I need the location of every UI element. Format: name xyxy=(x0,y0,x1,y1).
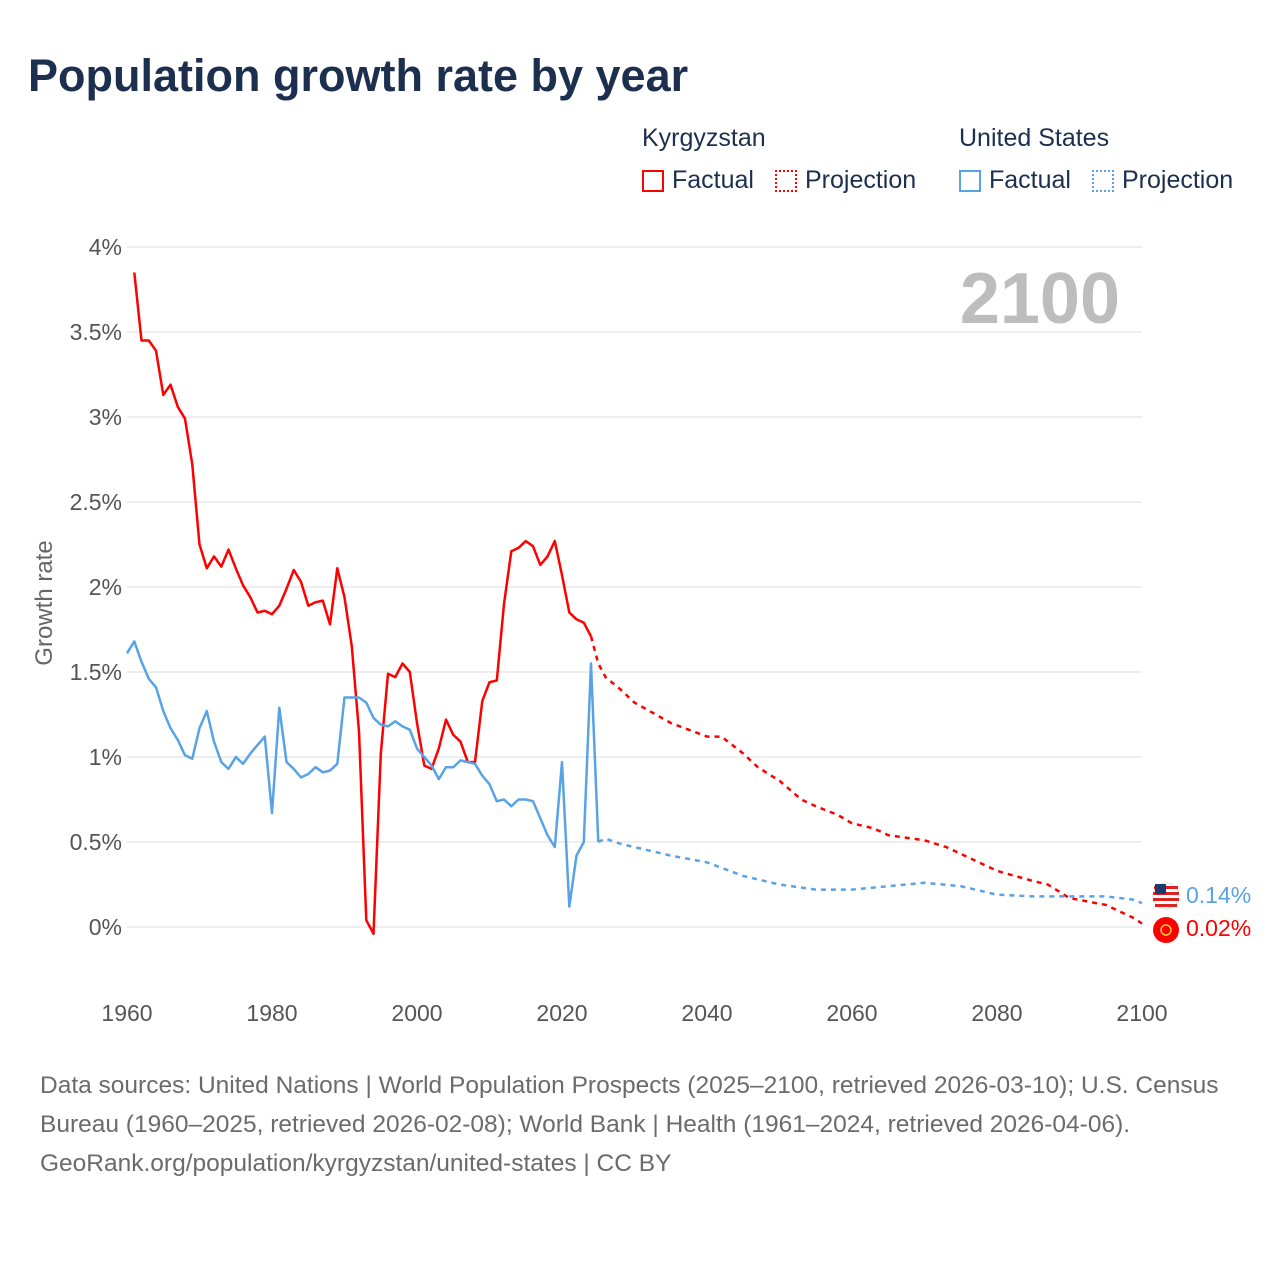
series-line-united-states-projection xyxy=(597,837,1143,905)
y-tick-label: 2.5% xyxy=(70,489,122,515)
line-chart: 0% 0.5% 1% 1.5% 2% 2.5% 3% 3.5% 4% 1960 1980 2000 2… xyxy=(31,234,1251,1026)
us-flag-icon xyxy=(1152,882,1180,910)
credit-link[interactable]: GeoRank.org/population/kyrgyzstan/united… xyxy=(40,1150,672,1177)
x-tick-label: 2000 xyxy=(391,1000,442,1026)
solid-swatch-icon xyxy=(959,169,981,192)
legend-label: Projection xyxy=(1122,166,1234,194)
legend-us-projection[interactable]: Projection xyxy=(1092,166,1233,195)
series-line-united-states-factual xyxy=(125,640,600,908)
legend-kyrgyzstan-heading: Kyrgyzstan xyxy=(642,124,766,152)
dotted-swatch-icon xyxy=(1092,169,1114,192)
y-tick-label: 3.5% xyxy=(70,319,122,345)
footer: Data sources: United Nations | World Pop… xyxy=(40,1066,1230,1183)
year-display: 2100 xyxy=(960,259,1120,339)
y-tick-label: 0.5% xyxy=(70,829,122,855)
y-tick-label: 4% xyxy=(89,234,122,260)
legend-us-heading: United States xyxy=(959,124,1110,152)
kyrgyzstan-flag-icon xyxy=(1153,917,1179,943)
x-tick-label: 2060 xyxy=(826,1000,877,1026)
legend-kyrgyzstan-projection[interactable]: Projection xyxy=(775,166,916,195)
y-axis-label: Growth rate xyxy=(31,540,58,665)
us-end-label: 0.14% xyxy=(1186,882,1251,908)
data-sources: Data sources: United Nations | World Pop… xyxy=(40,1072,1219,1138)
kyrgyzstan-end-label: 0.02% xyxy=(1186,915,1251,941)
x-tick-label: 1980 xyxy=(246,1000,297,1026)
x-tick-label: 1960 xyxy=(101,1000,152,1026)
y-tick-label: 3% xyxy=(89,404,122,430)
x-tick-label: 2100 xyxy=(1116,1000,1167,1026)
y-tick-label: 1.5% xyxy=(70,659,122,685)
legend-label: Projection xyxy=(805,166,917,194)
y-tick-label: 1% xyxy=(89,744,122,770)
solid-swatch-icon xyxy=(642,169,664,192)
x-tick-label: 2080 xyxy=(971,1000,1022,1026)
series-line-kyrgyzstan-factual xyxy=(133,272,593,936)
y-tick-label: 2% xyxy=(89,574,122,600)
legend-us-factual[interactable]: Factual xyxy=(959,166,1071,195)
x-tick-label: 2040 xyxy=(681,1000,732,1026)
legend-label: Factual xyxy=(989,166,1071,194)
series-line-kyrgyzstan-projection xyxy=(589,635,1143,925)
legend-label: Factual xyxy=(672,166,754,194)
chart-title: Population growth rate by year xyxy=(28,50,689,101)
dotted-swatch-icon xyxy=(775,169,797,192)
x-tick-label: 2020 xyxy=(536,1000,587,1026)
y-tick-label: 0% xyxy=(89,914,122,940)
legend-kyrgyzstan-factual[interactable]: Factual xyxy=(642,166,754,195)
